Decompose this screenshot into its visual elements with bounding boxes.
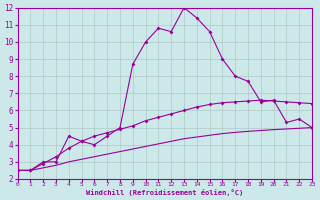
- X-axis label: Windchill (Refroidissement éolien,°C): Windchill (Refroidissement éolien,°C): [86, 189, 244, 196]
